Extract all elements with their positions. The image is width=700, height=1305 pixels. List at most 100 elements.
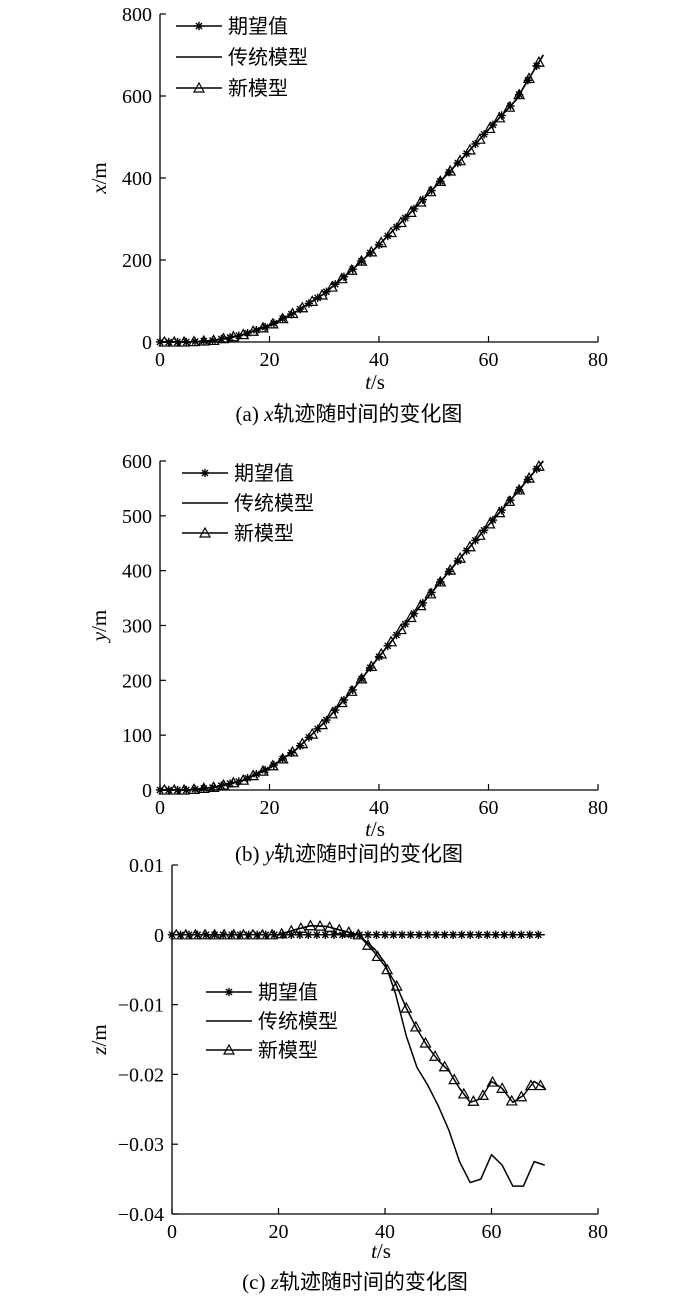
x-tick-label: 40: [369, 797, 389, 819]
chart-panel-b: 0 20 40 60 80 0 100 200 300 400 500 600 t/s y/m 期望值传统模…: [87, 451, 608, 866]
series-new: [158, 54, 545, 347]
y-tick-label: 600: [122, 86, 152, 108]
data-point: [325, 280, 338, 292]
x-axis-label: t/s: [371, 1239, 391, 1263]
data-point: [237, 928, 250, 940]
y-axis-label-var: y: [87, 631, 111, 643]
panel-caption: (c) z轨迹随时间的变化图: [242, 1270, 468, 1294]
data-point: [375, 647, 388, 659]
legend-label: 期望值: [228, 14, 288, 38]
x-axis-label-var: t: [365, 817, 372, 841]
legend-item-traditional: 传统模型: [176, 45, 308, 69]
y-tick-label: 600: [122, 451, 152, 473]
data-point: [355, 254, 368, 266]
legend-item-expected: 期望值: [176, 14, 288, 38]
data-point: [361, 939, 374, 950]
data-point: [423, 930, 432, 939]
data-point: [296, 737, 309, 749]
x-tick-label: 80: [588, 797, 608, 819]
data-point: [448, 930, 458, 939]
data-point: [483, 122, 496, 134]
data-point: [474, 930, 483, 939]
caption-prefix: (b): [235, 842, 265, 866]
caption-suffix: 轨迹随时间的变化图: [279, 1270, 468, 1294]
legend-item-expected: 期望值: [206, 980, 318, 1004]
data-point: [419, 1036, 432, 1048]
caption-var: z: [270, 1270, 279, 1294]
y-tick-label: 400: [122, 561, 152, 583]
series-expected: [155, 54, 544, 347]
data-point: [522, 72, 536, 84]
data-point: [276, 752, 289, 764]
data-point: [434, 175, 447, 186]
data-point: [409, 1020, 422, 1032]
data-point: [444, 164, 457, 176]
data-point: [466, 930, 475, 939]
data-point: [333, 923, 346, 935]
data-point: [473, 529, 486, 540]
legend-item-new: 新模型: [182, 521, 294, 545]
y-tick-label: 0: [154, 925, 164, 947]
legend-label: 期望值: [258, 980, 318, 1004]
data-point: [187, 783, 200, 794]
y-tick-label: −0.01: [118, 995, 164, 1017]
data-point: [335, 272, 348, 284]
data-point: [170, 928, 183, 940]
data-point: [525, 930, 535, 939]
x-axis-label: t/s: [365, 817, 385, 841]
series-line: [172, 924, 546, 1104]
y-tick-label: 0.01: [129, 855, 164, 877]
data-point: [513, 483, 526, 495]
data-point: [404, 206, 417, 217]
data-point: [473, 132, 486, 144]
legend-marker: [194, 21, 204, 31]
data-point: [227, 928, 240, 940]
x-axis-label-var: t: [371, 1239, 378, 1263]
data-point: [505, 1094, 518, 1106]
legend-marker: [192, 81, 206, 93]
x-tick-label: 60: [479, 349, 499, 371]
caption-var: x: [263, 402, 274, 426]
legend-label: 传统模型: [234, 491, 314, 515]
data-point: [329, 930, 339, 939]
data-point: [380, 930, 390, 939]
data-point: [158, 335, 171, 347]
data-point: [476, 1089, 489, 1100]
y-axis-label-unit: /m: [87, 1024, 111, 1046]
x-tick-label: 80: [588, 349, 608, 371]
data-point: [444, 563, 457, 575]
y-tick-label: 400: [122, 168, 152, 190]
data-point: [375, 236, 388, 248]
x-tick-label: 0: [167, 1221, 177, 1243]
data-point: [187, 335, 200, 347]
data-point: [355, 672, 368, 684]
data-point: [491, 930, 500, 939]
legend-label: 传统模型: [228, 45, 308, 69]
series-line: [160, 460, 544, 791]
data-point: [275, 927, 288, 939]
panel-caption: (b) y轨迹随时间的变化图: [235, 842, 463, 866]
y-tick-label: 300: [122, 616, 152, 638]
x-axis-label: t/s: [365, 370, 385, 394]
data-point: [168, 783, 181, 795]
data-point: [178, 783, 191, 795]
x-tick-label: 40: [375, 1221, 395, 1243]
data-point: [276, 312, 289, 324]
data-point: [325, 707, 338, 719]
data-point: [483, 930, 492, 939]
data-point: [198, 928, 212, 940]
data-point: [414, 599, 427, 611]
series-line: [160, 54, 544, 343]
data-point: [371, 950, 384, 962]
legend-label: 新模型: [228, 76, 288, 100]
legend-marker: [200, 468, 210, 478]
data-point: [345, 264, 358, 275]
data-point: [237, 773, 250, 785]
data-point: [256, 928, 269, 940]
data-point: [266, 928, 279, 940]
data-point: [394, 216, 407, 228]
data-point: [385, 635, 398, 647]
